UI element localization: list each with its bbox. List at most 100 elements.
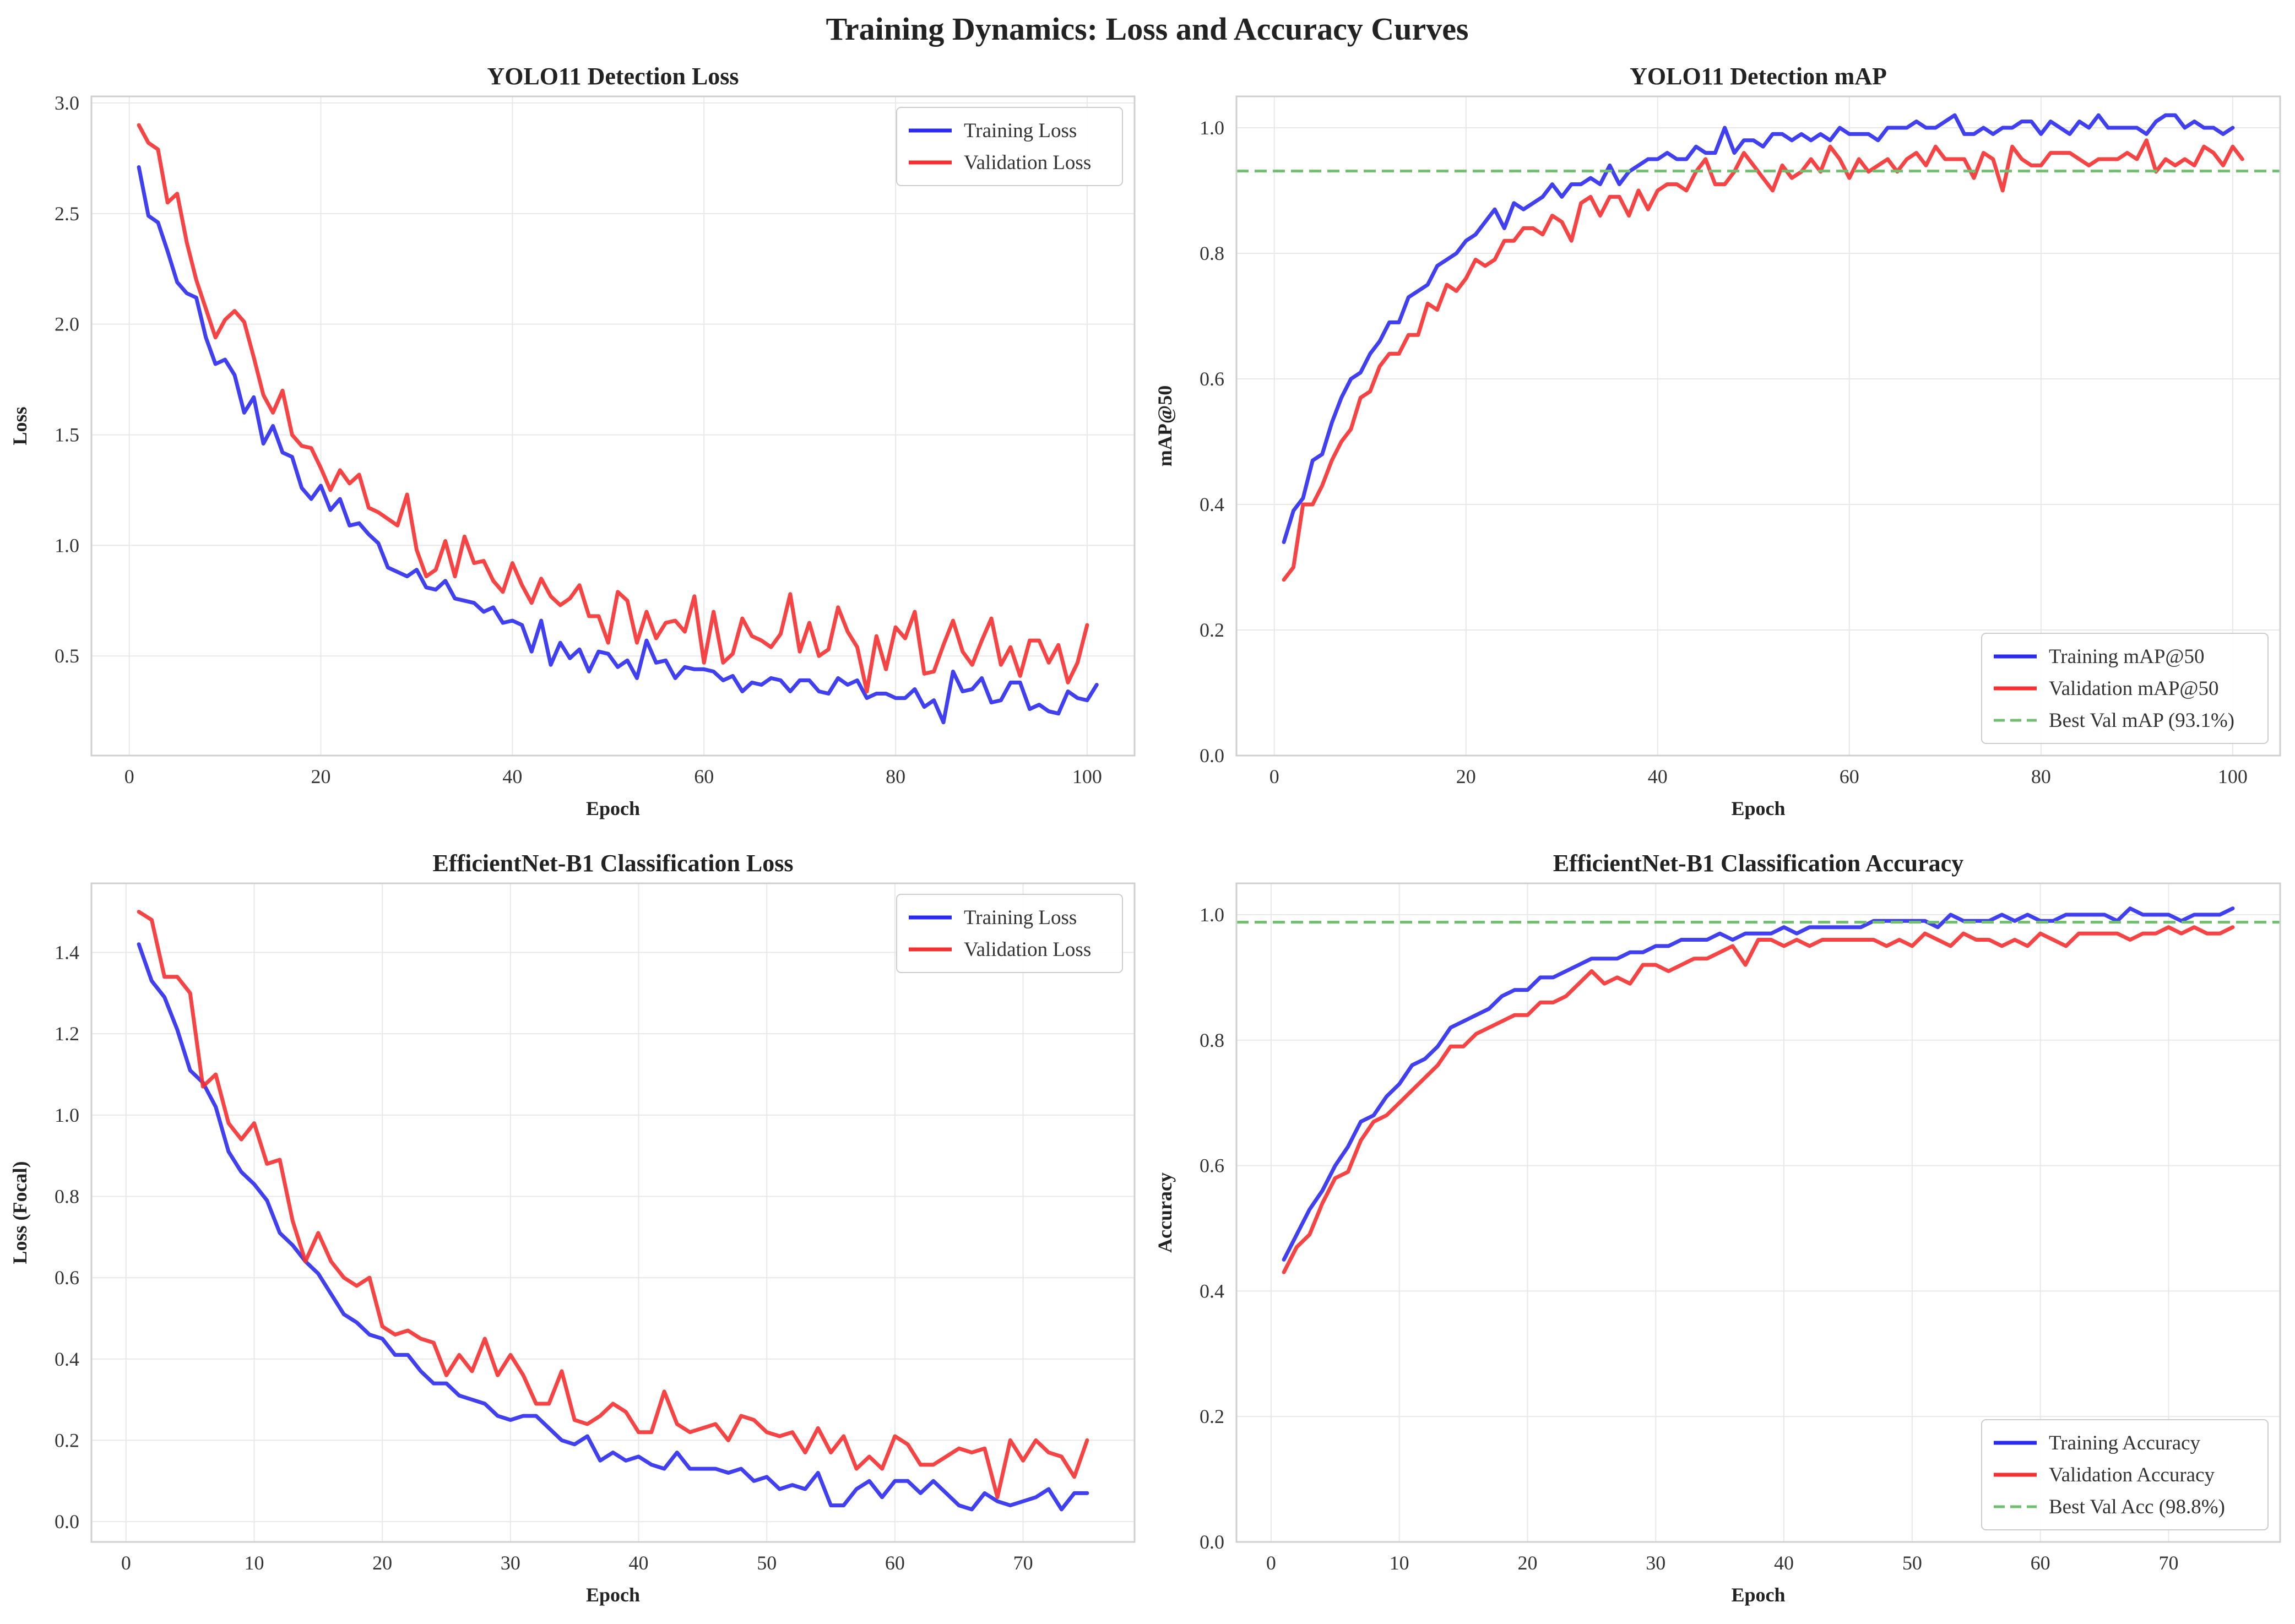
y-tick-label: 2.5 xyxy=(55,203,79,225)
y-tick-label: 0.4 xyxy=(1200,493,1224,515)
x-tick-label: 20 xyxy=(1517,1552,1537,1574)
y-tick-label: 1.5 xyxy=(55,424,79,446)
x-tick-label: 40 xyxy=(1648,765,1668,787)
x-tick-label: 60 xyxy=(2031,1552,2050,1574)
legend-label: Validation Accuracy xyxy=(2049,1464,2215,1486)
x-tick-label: 30 xyxy=(501,1552,520,1574)
legend: Training Loss Validation Loss xyxy=(896,894,1123,973)
y-tick-label: 1.4 xyxy=(55,942,79,964)
x-tick-label: 70 xyxy=(2158,1552,2178,1574)
y-tick-label: 0.4 xyxy=(55,1348,79,1370)
y-tick-label: 0.2 xyxy=(55,1429,79,1451)
y-tick-label: 0.8 xyxy=(1200,242,1224,264)
y-tick-label: 0.8 xyxy=(1200,1029,1224,1051)
y-axis-label: mAP@50 xyxy=(1154,385,1176,466)
legend: Training Accuracy Validation Accuracy Best… xyxy=(1981,1419,2269,1530)
y-axis-label: Accuracy xyxy=(1154,1172,1176,1253)
legend-box xyxy=(896,107,1123,186)
validation-map-50-line xyxy=(1282,138,2244,582)
x-tick-label: 10 xyxy=(1390,1552,1409,1574)
y-axis-label: Loss xyxy=(9,406,31,445)
y-tick-label: 3.0 xyxy=(55,92,79,114)
plot-frame xyxy=(90,882,1136,1543)
x-axis-label: Epoch xyxy=(1731,797,1785,819)
training-map-50-line xyxy=(1282,113,2235,544)
chart-panel-1: 0 20 40 60 80 100 0.5 1.0 1.5 2.0 2.5 3.0 YOLO11 Det… xyxy=(9,63,1136,819)
chart-title: YOLO11 Detection Loss xyxy=(487,63,739,90)
chart-panel-4: 0 10 20 30 40 50 60 70 0.0 0.2 0.4 0.6 0.8 1.0 Efficie… xyxy=(1154,850,2281,1606)
y-tick-label: 0.4 xyxy=(1200,1280,1224,1302)
y-tick-label: 2.0 xyxy=(55,313,79,335)
legend-label: Training Loss xyxy=(964,120,1077,142)
y-tick-label: 0.8 xyxy=(55,1185,79,1207)
x-tick-label: 40 xyxy=(1774,1552,1794,1574)
legend-label: Training mAP@50 xyxy=(2049,645,2205,668)
x-tick-label: 40 xyxy=(629,1552,649,1574)
x-tick-label: 60 xyxy=(885,1552,905,1574)
x-tick-label: 0 xyxy=(121,1552,131,1574)
y-tick-label: 1.0 xyxy=(1200,904,1224,926)
y-tick-label: 0.2 xyxy=(1200,619,1224,641)
x-tick-label: 0 xyxy=(1269,765,1279,787)
chart-title: YOLO11 Detection mAP xyxy=(1630,63,1887,90)
chart-title: EfficientNet-B1 Classification Loss xyxy=(432,850,793,877)
legend-label: Validation Loss xyxy=(964,938,1091,961)
y-tick-label: 1.0 xyxy=(55,1104,79,1126)
y-tick-label: 0.0 xyxy=(55,1511,79,1533)
validation-accuracy-line xyxy=(1282,925,2235,1274)
x-tick-label: 0 xyxy=(124,765,134,787)
legend-label: Best Val mAP (93.1%) xyxy=(2049,709,2234,732)
legend: Training Loss Validation Loss xyxy=(896,107,1123,186)
x-tick-label: 20 xyxy=(311,765,331,787)
figure-title: Training Dynamics: Loss and Accuracy Cur… xyxy=(826,11,1468,47)
y-tick-label: 0.6 xyxy=(1200,368,1224,390)
y-tick-label: 0.6 xyxy=(55,1267,79,1289)
legend-label: Training Accuracy xyxy=(2049,1432,2201,1454)
x-axis-label: Epoch xyxy=(586,1584,640,1606)
x-axis-label: Epoch xyxy=(1731,1584,1785,1606)
x-axis-label: Epoch xyxy=(586,797,640,819)
y-tick-label: 0.0 xyxy=(1200,1531,1224,1553)
x-tick-label: 100 xyxy=(2218,765,2248,787)
x-tick-label: 50 xyxy=(1902,1552,1922,1574)
y-tick-label: 1.0 xyxy=(1200,117,1224,139)
training-accuracy-line xyxy=(1282,906,2235,1262)
validation-loss-line xyxy=(137,123,1089,693)
y-tick-label: 1.2 xyxy=(55,1023,79,1045)
legend-box xyxy=(896,894,1123,973)
y-tick-label: 0.6 xyxy=(1200,1155,1224,1177)
x-tick-label: 40 xyxy=(502,765,522,787)
plot-frame xyxy=(90,95,1136,757)
x-tick-label: 20 xyxy=(372,1552,392,1574)
x-tick-label: 100 xyxy=(1072,765,1102,787)
y-axis-label: Loss (Focal) xyxy=(9,1161,31,1264)
x-tick-label: 10 xyxy=(245,1552,264,1574)
legend-label: Training Loss xyxy=(964,906,1077,929)
chart-panel-2: 0 20 40 60 80 100 0.0 0.2 0.4 0.6 0.8 1.0 YOLO11 Det… xyxy=(1154,63,2281,819)
legend-box xyxy=(1981,633,2269,744)
chart-panel-3: 0 10 20 30 40 50 60 70 0.0 0.2 0.4 0.6 0.8 1.0 1.2 1.4 E… xyxy=(9,850,1136,1606)
x-tick-label: 70 xyxy=(1013,1552,1033,1574)
x-tick-label: 60 xyxy=(1840,765,1859,787)
y-tick-label: 0.0 xyxy=(1200,745,1224,767)
legend-label: Validation mAP@50 xyxy=(2049,677,2218,700)
x-tick-label: 60 xyxy=(694,765,714,787)
training-loss-line xyxy=(137,942,1089,1512)
x-tick-label: 30 xyxy=(1646,1552,1665,1574)
x-tick-label: 0 xyxy=(1266,1552,1276,1574)
x-tick-label: 50 xyxy=(757,1552,777,1574)
legend-label: Validation Loss xyxy=(964,151,1091,174)
plot-frame xyxy=(1235,95,2281,757)
legend-label: Best Val Acc (98.8%) xyxy=(2049,1496,2225,1518)
x-tick-label: 80 xyxy=(886,765,905,787)
x-tick-label: 80 xyxy=(2031,765,2051,787)
plot-frame xyxy=(1235,882,2281,1543)
chart-title: EfficientNet-B1 Classification Accuracy xyxy=(1553,850,1963,877)
training-loss-line xyxy=(137,165,1099,725)
y-tick-label: 0.2 xyxy=(1200,1405,1224,1427)
validation-loss-line xyxy=(137,910,1089,1500)
legend-box xyxy=(1981,1419,2269,1530)
y-tick-label: 1.0 xyxy=(55,534,79,556)
